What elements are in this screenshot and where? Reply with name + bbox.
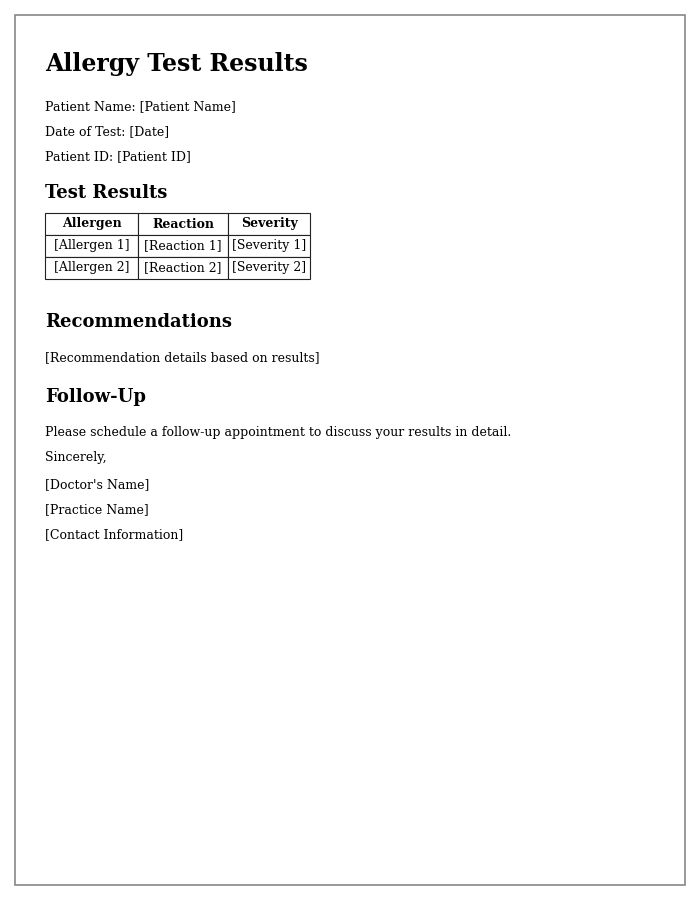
Text: Reaction: Reaction [152, 218, 214, 230]
Text: Allergy Test Results: Allergy Test Results [45, 52, 308, 76]
Text: [Practice Name]: [Practice Name] [45, 503, 148, 516]
Bar [228, 213, 310, 235]
Text: [Contact Information]: [Contact Information] [45, 528, 183, 541]
Text: Follow-Up: Follow-Up [45, 388, 146, 406]
Text: [Allergen 2]: [Allergen 2] [54, 262, 130, 274]
Text: [Recommendation details based on results]: [Recommendation details based on results… [45, 351, 320, 364]
Bar [228, 235, 310, 257]
Text: Sincerely,: Sincerely, [45, 451, 106, 464]
Text: [Severity 1]: [Severity 1] [232, 239, 306, 253]
Bar [45, 235, 138, 257]
Text: Allergen: Allergen [62, 218, 121, 230]
Text: Patient Name: [Patient Name]: Patient Name: [Patient Name] [45, 100, 236, 113]
Text: Recommendations: Recommendations [45, 313, 232, 331]
Text: Severity: Severity [241, 218, 298, 230]
Bar [138, 235, 228, 257]
Text: Please schedule a follow-up appointment to discuss your results in detail.: Please schedule a follow-up appointment … [45, 426, 511, 439]
Bar [228, 257, 310, 279]
Bar [138, 257, 228, 279]
Text: Date of Test: [Date]: Date of Test: [Date] [45, 125, 169, 138]
Text: Patient ID: [Patient ID]: Patient ID: [Patient ID] [45, 150, 191, 163]
Bar [138, 213, 228, 235]
Text: [Reaction 2]: [Reaction 2] [144, 262, 222, 274]
Text: [Allergen 1]: [Allergen 1] [54, 239, 130, 253]
Text: [Doctor's Name]: [Doctor's Name] [45, 478, 149, 491]
Text: Test Results: Test Results [45, 184, 167, 202]
Text: [Reaction 1]: [Reaction 1] [144, 239, 222, 253]
Bar [45, 213, 138, 235]
Text: [Severity 2]: [Severity 2] [232, 262, 306, 274]
Bar [45, 257, 138, 279]
